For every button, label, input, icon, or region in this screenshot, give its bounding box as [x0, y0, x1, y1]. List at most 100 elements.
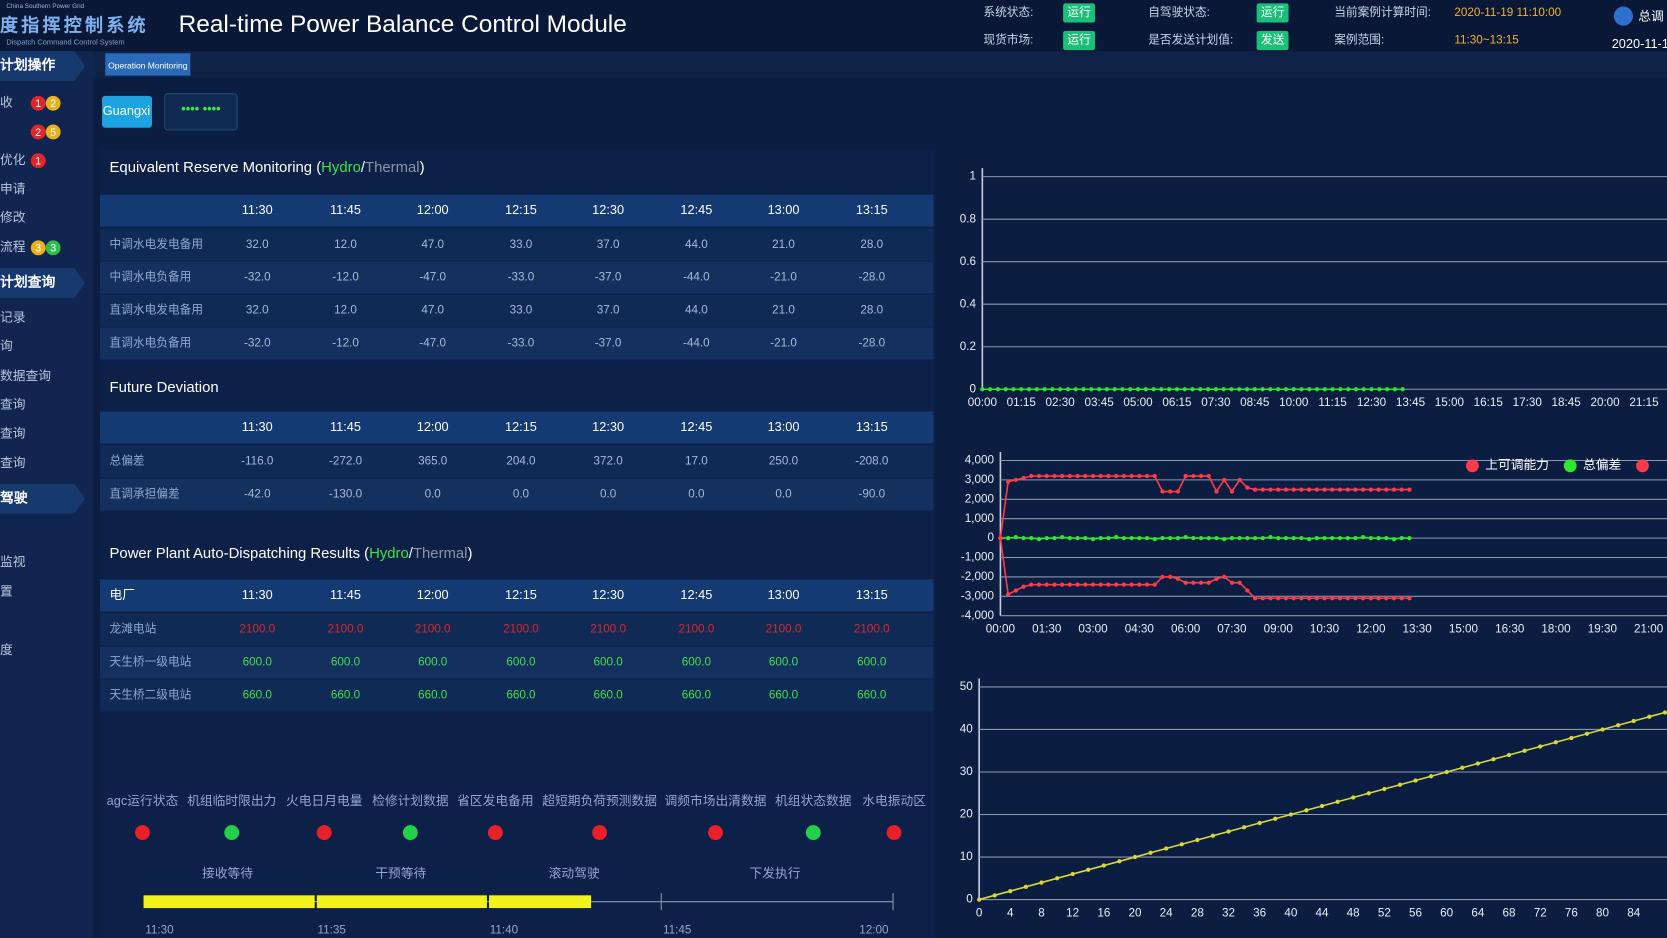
- sidebar-item: 收: [0, 95, 13, 110]
- data-point: [1089, 387, 1094, 392]
- cell: 600.0: [243, 656, 273, 669]
- data-point: [1299, 387, 1304, 392]
- data-point: [1306, 536, 1312, 542]
- data-point: [1013, 588, 1018, 593]
- data-point: [1413, 778, 1418, 783]
- data-point: [1026, 387, 1032, 392]
- y-tick-label: 0.6: [960, 255, 976, 268]
- x-tick-label: 60: [1440, 906, 1454, 919]
- cell: 28.0: [860, 304, 883, 317]
- data-point: [1098, 535, 1103, 541]
- y-tick-label: 0.8: [960, 212, 976, 225]
- data-point: [1314, 387, 1320, 392]
- legend-marker: [1636, 459, 1649, 473]
- data-point: [1229, 489, 1235, 494]
- data-point: [1252, 387, 1257, 392]
- cell: 0.0: [513, 488, 530, 501]
- x-tick-label: 28: [1191, 906, 1204, 919]
- cell: 37.0: [597, 304, 620, 317]
- status-label: 案例范围:: [1334, 33, 1384, 47]
- data-point: [1114, 473, 1119, 479]
- cell: 2100.0: [590, 623, 626, 636]
- data-point: [1330, 596, 1335, 601]
- data-point: [1144, 473, 1150, 479]
- y-tick-label: 0: [966, 893, 973, 906]
- region-button-label[interactable]: Guangxi: [103, 103, 151, 118]
- data-point: [1132, 854, 1138, 860]
- data-point: [1306, 596, 1312, 601]
- data-point: [1407, 535, 1412, 541]
- data-point: [1152, 536, 1157, 542]
- data-point: [1214, 489, 1219, 494]
- x-tick-label: 56: [1409, 906, 1422, 919]
- data-point: [1314, 535, 1319, 541]
- tab-label[interactable]: Operation Monitoring: [108, 60, 188, 70]
- data-point: [1065, 387, 1071, 392]
- status-value: 运行: [1261, 6, 1285, 19]
- column-header: 12:45: [680, 587, 712, 602]
- indicator-dot: [805, 825, 821, 841]
- region-button[interactable]: [102, 95, 153, 128]
- cell: -33.0: [508, 271, 535, 284]
- status-value: 运行: [1067, 6, 1091, 19]
- data-point: [1221, 387, 1226, 392]
- cell: 2100.0: [766, 623, 802, 636]
- data-point: [1120, 387, 1125, 392]
- data-point: [1128, 387, 1133, 392]
- badge-count: 2: [35, 127, 41, 139]
- sidebar-section-label: 计划操作: [0, 57, 55, 73]
- page-title: Real-time Power Balance Control Module: [179, 11, 627, 38]
- x-tick-label: 76: [1565, 906, 1578, 919]
- x-tick-label: 02:30: [1046, 396, 1076, 409]
- sidebar-item: 数据查询: [0, 368, 51, 383]
- cell: 2100.0: [503, 623, 539, 636]
- data-point: [1114, 582, 1119, 587]
- status-label: 是否发送计划值:: [1148, 33, 1233, 47]
- mode-button-label[interactable]: •••• ••••: [181, 101, 221, 116]
- x-tick-label: 00:00: [986, 623, 1016, 636]
- status-value: 发送: [1261, 33, 1285, 47]
- data-point: [1143, 387, 1148, 392]
- data-point: [1283, 487, 1289, 492]
- data-point: [1376, 535, 1381, 541]
- cell: 12.0: [334, 238, 357, 251]
- data-point: [1368, 535, 1373, 541]
- data-point: [1159, 387, 1164, 392]
- data-point: [1039, 880, 1044, 885]
- title-part: Thermal: [413, 546, 468, 562]
- data-point: [1183, 473, 1188, 479]
- x-tick-label: 52: [1378, 906, 1391, 919]
- cell: -42.0: [244, 488, 271, 501]
- indicator-label: 调频市场出清数据: [664, 793, 766, 808]
- data-point: [995, 387, 1001, 392]
- data-point: [1137, 473, 1142, 479]
- x-tick-label: 00:00: [968, 396, 998, 409]
- x-tick-label: 12:00: [1356, 623, 1386, 636]
- row-label: 中调水电发电备用: [110, 237, 204, 251]
- data-point: [1399, 535, 1404, 541]
- data-point: [1121, 473, 1127, 479]
- data-point: [992, 893, 997, 898]
- data-point: [1222, 574, 1227, 580]
- data-point: [1376, 487, 1381, 492]
- cell: 28.0: [860, 238, 883, 251]
- x-tick-label: 21:15: [1629, 396, 1659, 409]
- title-part: ): [420, 160, 425, 176]
- x-tick-label: 19:30: [1588, 623, 1618, 636]
- data-point: [1013, 477, 1018, 483]
- cell: -90.0: [858, 488, 885, 501]
- data-point: [1023, 884, 1029, 889]
- cell: -130.0: [329, 488, 363, 501]
- data-point: [1382, 786, 1387, 792]
- cell: 21.0: [772, 304, 795, 317]
- x-tick-label: 40: [1284, 906, 1298, 919]
- data-point: [1054, 876, 1060, 881]
- cell: 2100.0: [415, 623, 451, 636]
- mode-button[interactable]: [164, 93, 238, 131]
- data-point: [1006, 592, 1011, 597]
- x-tick-label: 01:15: [1007, 396, 1037, 409]
- badge: [45, 240, 61, 256]
- data-point: [1168, 535, 1173, 541]
- status-label: 当前案例计算时间:: [1334, 5, 1431, 19]
- tab[interactable]: [105, 53, 191, 76]
